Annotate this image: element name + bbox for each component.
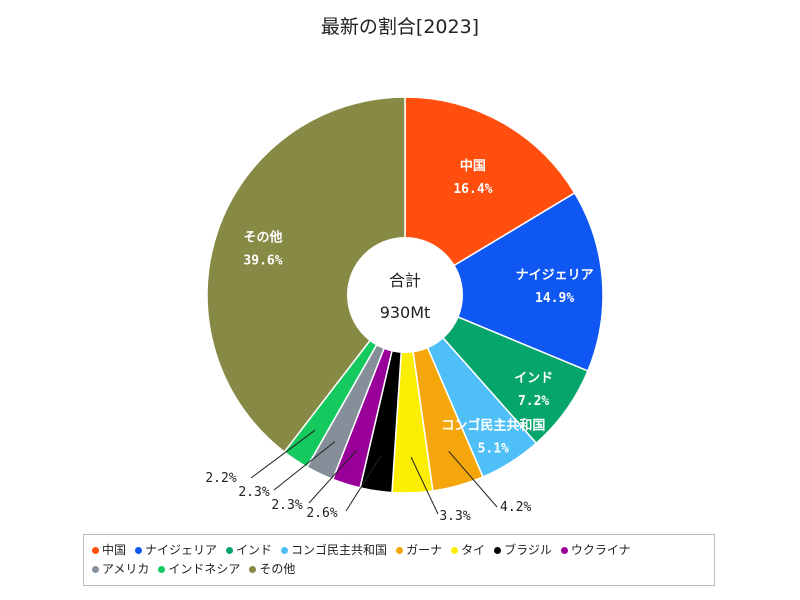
legend-dot-icon [560,547,568,554]
legend-item-8: ウクライナ [560,541,631,560]
pie-slice-2 [403,191,604,372]
legend-item-6: タイ [451,541,485,560]
legend-item-2: ナイジェリア [135,541,217,560]
legend-dot-icon [226,547,234,554]
slice-label-category-4: コンゴ民主共和国 [441,417,545,433]
legend-dot-icon [451,547,459,554]
legend-label: ブラジル [504,543,552,557]
leader-line-10 [250,429,316,479]
legend-dot-icon [494,547,502,554]
leader-line-6 [410,457,439,515]
legend-dot-icon [92,547,99,554]
slice-label-value-3: 7.2% [518,394,549,409]
center-label: 合計 [389,271,421,290]
legend-item-5: ガーナ [396,541,442,560]
legend-label: ナイジェリア [145,543,218,557]
pie-slice-11 [206,96,406,453]
leader-line-9 [273,441,336,491]
slice-label-value-8: 2.3% [271,498,302,513]
legend-item-10: インドネシア [158,560,240,579]
legend-label: ガーナ [406,543,443,557]
slice-label-category-2: ナイジェリア [516,268,594,283]
center-value: 930Mt [380,303,431,322]
legend-item-3: インド [226,541,272,560]
legend-item-4: コンゴ民主共和国 [281,541,387,560]
legend-item-7: ブラジル [494,541,552,560]
legend-label: その他 [259,562,296,576]
legend-dot-icon [249,566,257,573]
slice-label-category-1: 中国 [460,158,486,174]
legend-dot-icon [135,547,143,554]
legend-label: インドネシア [168,562,241,576]
legend-dot-icon [281,547,289,554]
legend-label: インド [236,543,273,557]
pie-chart: 中国 16.4% ナイジェリア 14.9% インド 7.2% コンゴ民主共和国 5.1% その他… [205,96,604,524]
legend-label: ウクライナ [570,543,631,557]
legend-label: 中国 [102,543,127,557]
slice-label-value-10: 2.2% [205,471,236,486]
legend-item-11: その他 [249,560,295,579]
leader-line-5 [448,451,498,508]
legend-label: アメリカ [102,562,150,576]
legend-item-9: アメリカ [92,560,149,579]
leader-line-8 [308,449,358,504]
slice-label-value-7: 2.6% [306,506,337,521]
leader-line-7 [345,455,382,512]
slice-label-value-4: 5.1% [478,441,509,456]
chart-title: 最新の割合[2023] [320,16,480,38]
slice-label-value-9: 2.3% [238,485,269,500]
legend-item-1: 中国 [92,541,126,560]
legend-dot-icon [396,547,404,554]
slice-label-value-2: 14.9% [535,291,574,306]
legend-label: コンゴ民主共和国 [291,543,388,557]
center-hole [347,237,463,353]
slice-label-category-3: インド [514,371,553,386]
slice-label-value-6: 3.3% [439,509,470,524]
legend-label: タイ [461,543,486,557]
legend: 中国 ナイジェリア インド コンゴ民主共和国 ガーナ タイ ブラジル ウクライナアメリカ インド… [83,534,715,586]
legend-dot-icon [158,566,166,573]
slice-label-value-11: 39.6% [243,254,282,269]
legend-dot-icon [92,566,99,573]
pie-slice-1 [404,96,576,297]
slice-label-value-5: 4.2% [500,500,531,515]
slice-label-category-11: その他 [243,230,282,246]
slice-label-value-1: 16.4% [453,182,492,197]
